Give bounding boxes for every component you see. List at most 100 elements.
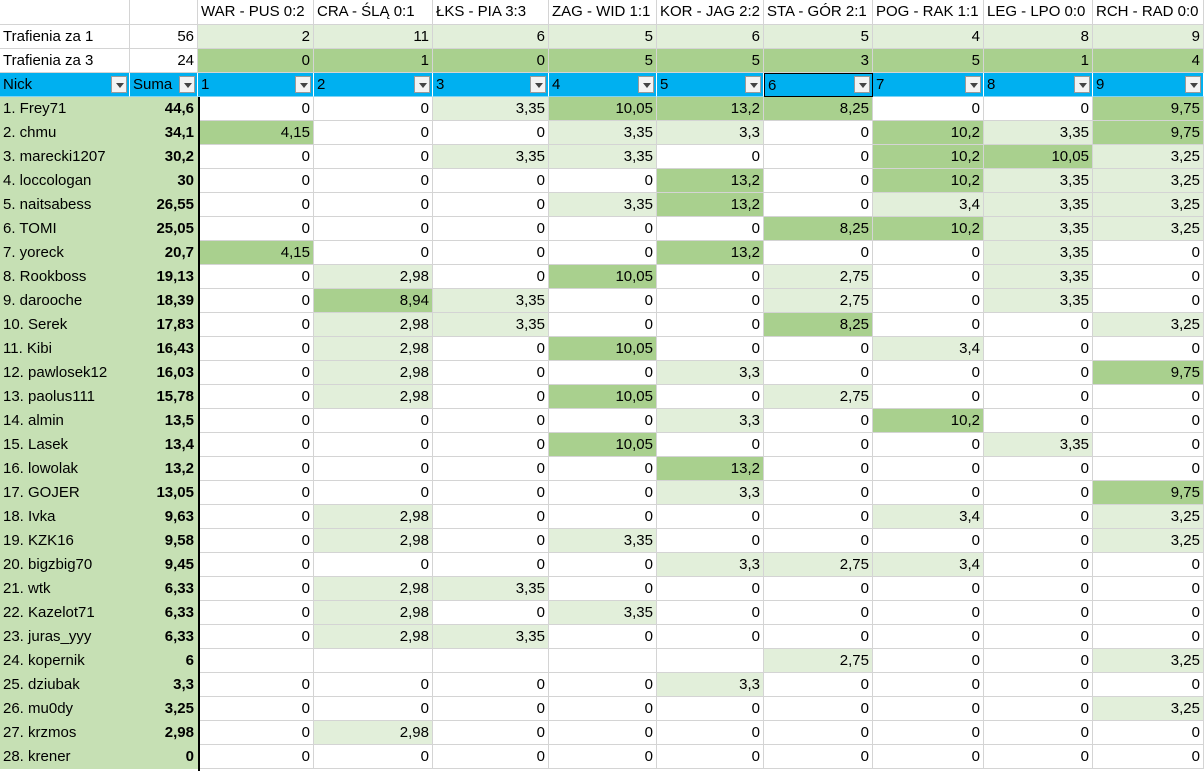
score-cell[interactable]: 0 — [198, 169, 314, 193]
score-cell[interactable]: 0 — [314, 433, 433, 457]
player-nick[interactable]: 6. TOMI — [0, 217, 130, 241]
score-cell[interactable]: 0 — [764, 241, 873, 265]
score-cell[interactable]: 0 — [984, 601, 1093, 625]
player-nick[interactable]: 27. krzmos — [0, 721, 130, 745]
player-nick[interactable]: 5. naitsabess — [0, 193, 130, 217]
score-cell[interactable]: 0 — [984, 481, 1093, 505]
score-cell[interactable]: 0 — [433, 169, 549, 193]
player-sum[interactable]: 20,7 — [130, 241, 198, 265]
score-cell[interactable]: 0 — [433, 745, 549, 769]
score-cell[interactable]: 0 — [873, 385, 984, 409]
score-cell[interactable]: 0 — [764, 529, 873, 553]
hits1-cell[interactable]: 6 — [433, 25, 549, 49]
score-cell[interactable]: 0 — [549, 505, 657, 529]
score-cell[interactable]: 8,25 — [764, 217, 873, 241]
score-cell[interactable]: 0 — [984, 745, 1093, 769]
score-cell[interactable]: 0 — [314, 673, 433, 697]
score-cell[interactable]: 0 — [433, 721, 549, 745]
score-cell[interactable]: 0 — [198, 313, 314, 337]
score-cell[interactable]: 0 — [1093, 457, 1204, 481]
score-cell[interactable]: 0 — [198, 265, 314, 289]
score-cell[interactable]: 0 — [549, 697, 657, 721]
score-cell[interactable]: 3,25 — [1093, 217, 1204, 241]
score-cell[interactable]: 0 — [198, 409, 314, 433]
score-cell[interactable]: 0 — [198, 697, 314, 721]
score-cell[interactable]: 9,75 — [1093, 481, 1204, 505]
match-header-cell[interactable]: POG - RAK 1:1 — [873, 0, 984, 25]
score-cell[interactable]: 0 — [984, 625, 1093, 649]
player-sum[interactable]: 19,13 — [130, 265, 198, 289]
score-cell[interactable]: 0 — [433, 193, 549, 217]
score-cell[interactable]: 0 — [198, 553, 314, 577]
score-cell[interactable]: 0 — [198, 433, 314, 457]
score-cell[interactable]: 3,35 — [549, 121, 657, 145]
score-cell[interactable]: 0 — [198, 289, 314, 313]
score-cell[interactable]: 3,3 — [657, 121, 764, 145]
score-cell[interactable]: 0 — [433, 385, 549, 409]
player-nick[interactable]: 20. bigzbig70 — [0, 553, 130, 577]
score-cell[interactable]: 0 — [984, 385, 1093, 409]
hits3-cell[interactable]: 5 — [657, 49, 764, 73]
score-cell[interactable]: 0 — [764, 193, 873, 217]
score-cell[interactable]: 3,3 — [657, 673, 764, 697]
score-cell[interactable]: 2,75 — [764, 385, 873, 409]
score-cell[interactable]: 9,75 — [1093, 97, 1204, 121]
score-cell[interactable]: 3,4 — [873, 553, 984, 577]
corner-cell[interactable] — [130, 0, 198, 25]
score-cell[interactable]: 0 — [1093, 241, 1204, 265]
score-cell[interactable]: 0 — [549, 745, 657, 769]
score-cell[interactable]: 0 — [1093, 625, 1204, 649]
score-cell[interactable]: 0 — [657, 145, 764, 169]
score-cell[interactable]: 0 — [1093, 289, 1204, 313]
score-cell[interactable]: 13,2 — [657, 169, 764, 193]
match-header-cell[interactable]: RCH - RAD 0:0 — [1093, 0, 1204, 25]
score-cell[interactable]: 0 — [314, 241, 433, 265]
score-cell[interactable]: 0 — [549, 169, 657, 193]
score-cell[interactable]: 0 — [984, 697, 1093, 721]
hits3-cell[interactable]: 5 — [873, 49, 984, 73]
score-cell[interactable]: 0 — [198, 145, 314, 169]
score-cell[interactable]: 0 — [873, 289, 984, 313]
score-cell[interactable]: 0 — [873, 241, 984, 265]
score-cell[interactable]: 0 — [764, 481, 873, 505]
score-cell[interactable]: 0 — [657, 265, 764, 289]
score-cell[interactable]: 9,75 — [1093, 361, 1204, 385]
score-cell[interactable]: 10,05 — [549, 97, 657, 121]
score-cell[interactable]: 0 — [549, 241, 657, 265]
player-nick[interactable]: 19. KZK16 — [0, 529, 130, 553]
score-cell[interactable]: 0 — [198, 505, 314, 529]
score-cell[interactable]: 0 — [1093, 337, 1204, 361]
score-cell[interactable]: 2,98 — [314, 313, 433, 337]
score-cell[interactable]: 0 — [657, 289, 764, 313]
score-cell[interactable]: 0 — [198, 217, 314, 241]
score-cell[interactable]: 0 — [764, 721, 873, 745]
score-cell[interactable]: 0 — [549, 673, 657, 697]
score-cell[interactable]: 0 — [873, 697, 984, 721]
score-cell[interactable]: 0 — [984, 409, 1093, 433]
player-sum[interactable]: 17,83 — [130, 313, 198, 337]
player-sum[interactable]: 26,55 — [130, 193, 198, 217]
player-nick[interactable]: 10. Serek — [0, 313, 130, 337]
score-cell[interactable]: 0 — [549, 361, 657, 385]
filter-dropdown-button[interactable] — [179, 76, 195, 93]
score-cell[interactable]: 0 — [764, 601, 873, 625]
filter-dropdown-button[interactable] — [414, 76, 430, 93]
hits1-label[interactable]: Trafienia za 1 — [0, 25, 130, 49]
score-cell[interactable]: 0 — [657, 529, 764, 553]
score-cell[interactable]: 0 — [984, 313, 1093, 337]
score-cell[interactable]: 0 — [984, 649, 1093, 673]
score-cell[interactable]: 0 — [433, 505, 549, 529]
score-cell[interactable]: 0 — [984, 673, 1093, 697]
score-cell[interactable]: 0 — [873, 481, 984, 505]
player-sum[interactable]: 15,78 — [130, 385, 198, 409]
match-header-cell[interactable]: ŁKS - PIA 3:3 — [433, 0, 549, 25]
hits1-cell[interactable]: 4 — [873, 25, 984, 49]
player-sum[interactable]: 16,03 — [130, 361, 198, 385]
player-sum[interactable]: 25,05 — [130, 217, 198, 241]
score-cell[interactable]: 3,4 — [873, 337, 984, 361]
player-sum[interactable]: 9,45 — [130, 553, 198, 577]
player-sum[interactable]: 18,39 — [130, 289, 198, 313]
score-cell[interactable]: 2,75 — [764, 553, 873, 577]
score-cell[interactable]: 0 — [549, 625, 657, 649]
header-nick[interactable]: Nick — [0, 73, 130, 97]
